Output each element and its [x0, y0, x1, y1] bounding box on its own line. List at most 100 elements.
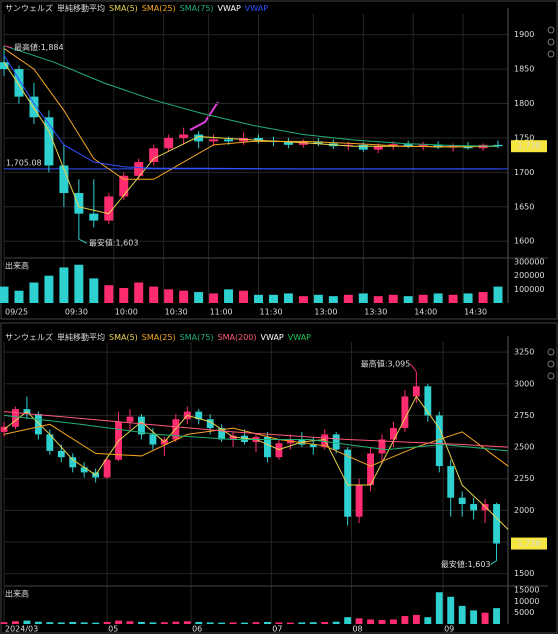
volume-bar	[275, 622, 283, 624]
annotation-leader	[3, 45, 13, 49]
candle-body	[447, 466, 455, 498]
y-tick-label: 1850	[514, 65, 534, 74]
volume-bar	[57, 622, 65, 624]
y-tick-label: 2500	[514, 443, 534, 452]
volume-bar	[119, 287, 129, 303]
legend-entry: SMA(25)	[142, 333, 176, 342]
volume-bar	[358, 293, 368, 303]
candle-body	[57, 450, 65, 458]
legend-entry: SMA(75)	[180, 333, 214, 342]
legend-entry: SMA(5)	[109, 4, 138, 13]
volume-bar	[14, 290, 24, 303]
volume-bar	[59, 267, 69, 303]
x-tick-label: 2024/03	[5, 625, 38, 634]
y-tick-label: 2750	[514, 411, 534, 420]
legend-entry: VWAP	[245, 4, 268, 13]
volume-bar	[493, 286, 503, 303]
annotation-label: 最安値:1,603	[89, 238, 139, 248]
candle-body	[424, 386, 432, 416]
volume-bar	[134, 282, 144, 303]
indicator-line	[3, 48, 499, 180]
volume-bar	[69, 621, 77, 624]
volume-bar	[367, 619, 374, 624]
x-tick-label: 07	[272, 625, 282, 634]
candle-body	[103, 459, 111, 478]
volume-bar	[104, 285, 114, 303]
y-tick-label: 2250	[514, 474, 534, 483]
annotation-leader	[409, 363, 417, 373]
candle-body	[29, 96, 39, 118]
volume-bar	[378, 619, 386, 624]
last-price-label: 1,738	[518, 142, 541, 151]
x-tick-label: 08	[352, 625, 362, 634]
volume-bar	[388, 294, 398, 303]
candle-body	[283, 142, 293, 145]
volume-bar	[92, 622, 100, 624]
legend-entry: SMA(75)	[180, 4, 214, 13]
y-tick-label: 1500	[514, 569, 534, 578]
x-tick-label: 09/25	[5, 308, 28, 317]
volume-bar	[206, 622, 214, 624]
volume-bar	[418, 294, 428, 303]
candle-body	[0, 62, 9, 70]
candle-body	[241, 435, 248, 443]
x-tick-label: 13:00	[314, 308, 337, 317]
candle-body	[367, 453, 374, 486]
volume-bar	[390, 619, 397, 624]
volume-bar	[447, 596, 455, 624]
x-tick-label: 14:30	[464, 308, 487, 317]
volume-tick-label: 200000	[514, 271, 545, 280]
volume-bar	[481, 612, 489, 624]
candle-body	[373, 146, 383, 150]
panel-frame	[0, 322, 558, 634]
x-tick-label: 09:30	[65, 308, 88, 317]
legend-entry: SMA(5)	[109, 333, 138, 342]
volume-bar	[478, 292, 488, 303]
y-tick-label: 1600	[514, 237, 534, 246]
candle-body	[179, 134, 189, 138]
annotation-leader	[78, 238, 88, 244]
candle-body	[321, 434, 329, 448]
chart-title: サンウェルズ	[5, 332, 53, 342]
volume-bar	[44, 275, 54, 303]
legend-entry: SMA(200)	[218, 333, 257, 342]
y-tick-label: 1650	[514, 202, 534, 211]
x-tick-label: 13:30	[364, 308, 387, 317]
candle-body	[358, 144, 368, 150]
y-tick-label: 1900	[514, 30, 534, 39]
candle-body	[149, 148, 159, 163]
volume-bar	[254, 294, 263, 303]
volume-bar	[321, 621, 329, 624]
chart-title: サンウェルズ	[5, 3, 53, 13]
volume-bar	[0, 622, 8, 624]
volume-bar	[424, 617, 432, 624]
volume-bar	[435, 592, 443, 624]
annotation-label: 最高値:3,095	[361, 358, 411, 368]
indicator-line	[3, 411, 509, 448]
volume-bar	[252, 622, 260, 624]
candle-body	[12, 409, 19, 427]
volume-bar	[46, 622, 54, 624]
volume-bar	[313, 294, 323, 303]
panel-frame	[0, 0, 558, 320]
legend-entry: SMA(25)	[142, 4, 176, 13]
volume-bar	[448, 294, 458, 303]
volume-bar	[493, 608, 500, 624]
candle-body	[403, 144, 413, 147]
y-tick-label: 1750	[514, 133, 534, 142]
candle-body	[89, 213, 99, 221]
chart-header: サンウェルズ 単純移動平均 SMA(5) SMA(25) SMA(75) VWAP VWAP	[5, 3, 268, 13]
volume-bar	[268, 294, 278, 303]
candle-body	[69, 457, 77, 468]
candle-body	[332, 434, 340, 450]
candle-body	[44, 117, 54, 166]
candle-body	[46, 434, 54, 451]
candle-body	[218, 428, 226, 440]
annotation-label: 最安値:1,603	[441, 559, 491, 569]
candle-body	[418, 144, 428, 147]
volume-label: 出来高	[5, 261, 29, 271]
volume-tick-label: 100000	[514, 285, 545, 294]
volume-bar	[164, 289, 174, 303]
